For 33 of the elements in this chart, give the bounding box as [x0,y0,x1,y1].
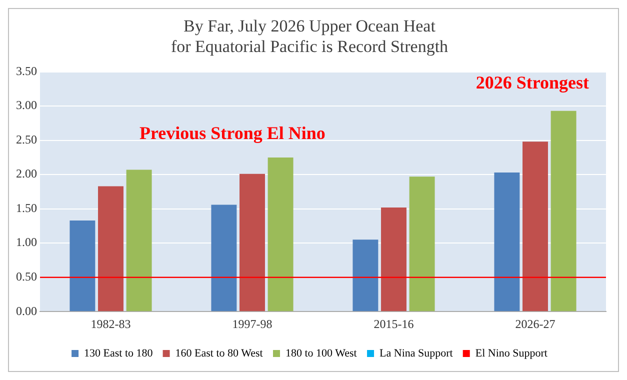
text: for Equatorial Pacific is Record Strength [170,37,448,56]
y-tick-label: 0.00 [16,304,37,318]
bar [381,207,406,312]
bar [70,220,96,312]
x-tick-label: 2015-16 [374,316,414,331]
x-tick-label: 2026-27 [515,316,556,331]
bar [211,204,237,312]
bar [126,170,152,312]
y-tick-label: 3.00 [16,98,37,112]
y-tick-label: 2.00 [16,166,37,181]
bar [550,110,576,312]
legend-label: 130 East to 180 [84,347,154,360]
bar [98,186,124,312]
bar [494,172,520,312]
legend-label: 160 East to 80 West [175,347,263,360]
annotation: 2026 Strongest [476,72,590,92]
y-tick-label: 1.50 [16,200,37,215]
y-tick-label: 0.50 [16,270,37,284]
y-tick-label: 1.00 [16,235,37,250]
bar [268,157,294,312]
x-tick-label: 1982-83 [90,316,131,331]
bar [522,142,548,312]
legend-label: El Nino Support [475,347,548,360]
legend-label: 180 to 100 West [286,347,357,360]
text: By Far, July 2026 Upper Ocean Heat [184,16,436,36]
y-tick-label: 3.50 [16,64,37,78]
bar [409,176,435,312]
y-tick-label: 2.50 [16,132,37,146]
bar [352,240,378,312]
bar [240,174,265,312]
legend-label: La Nina Support [380,347,453,360]
x-tick-label: 1997-98 [232,316,272,331]
annotation: Previous Strong El Nino [140,122,326,143]
